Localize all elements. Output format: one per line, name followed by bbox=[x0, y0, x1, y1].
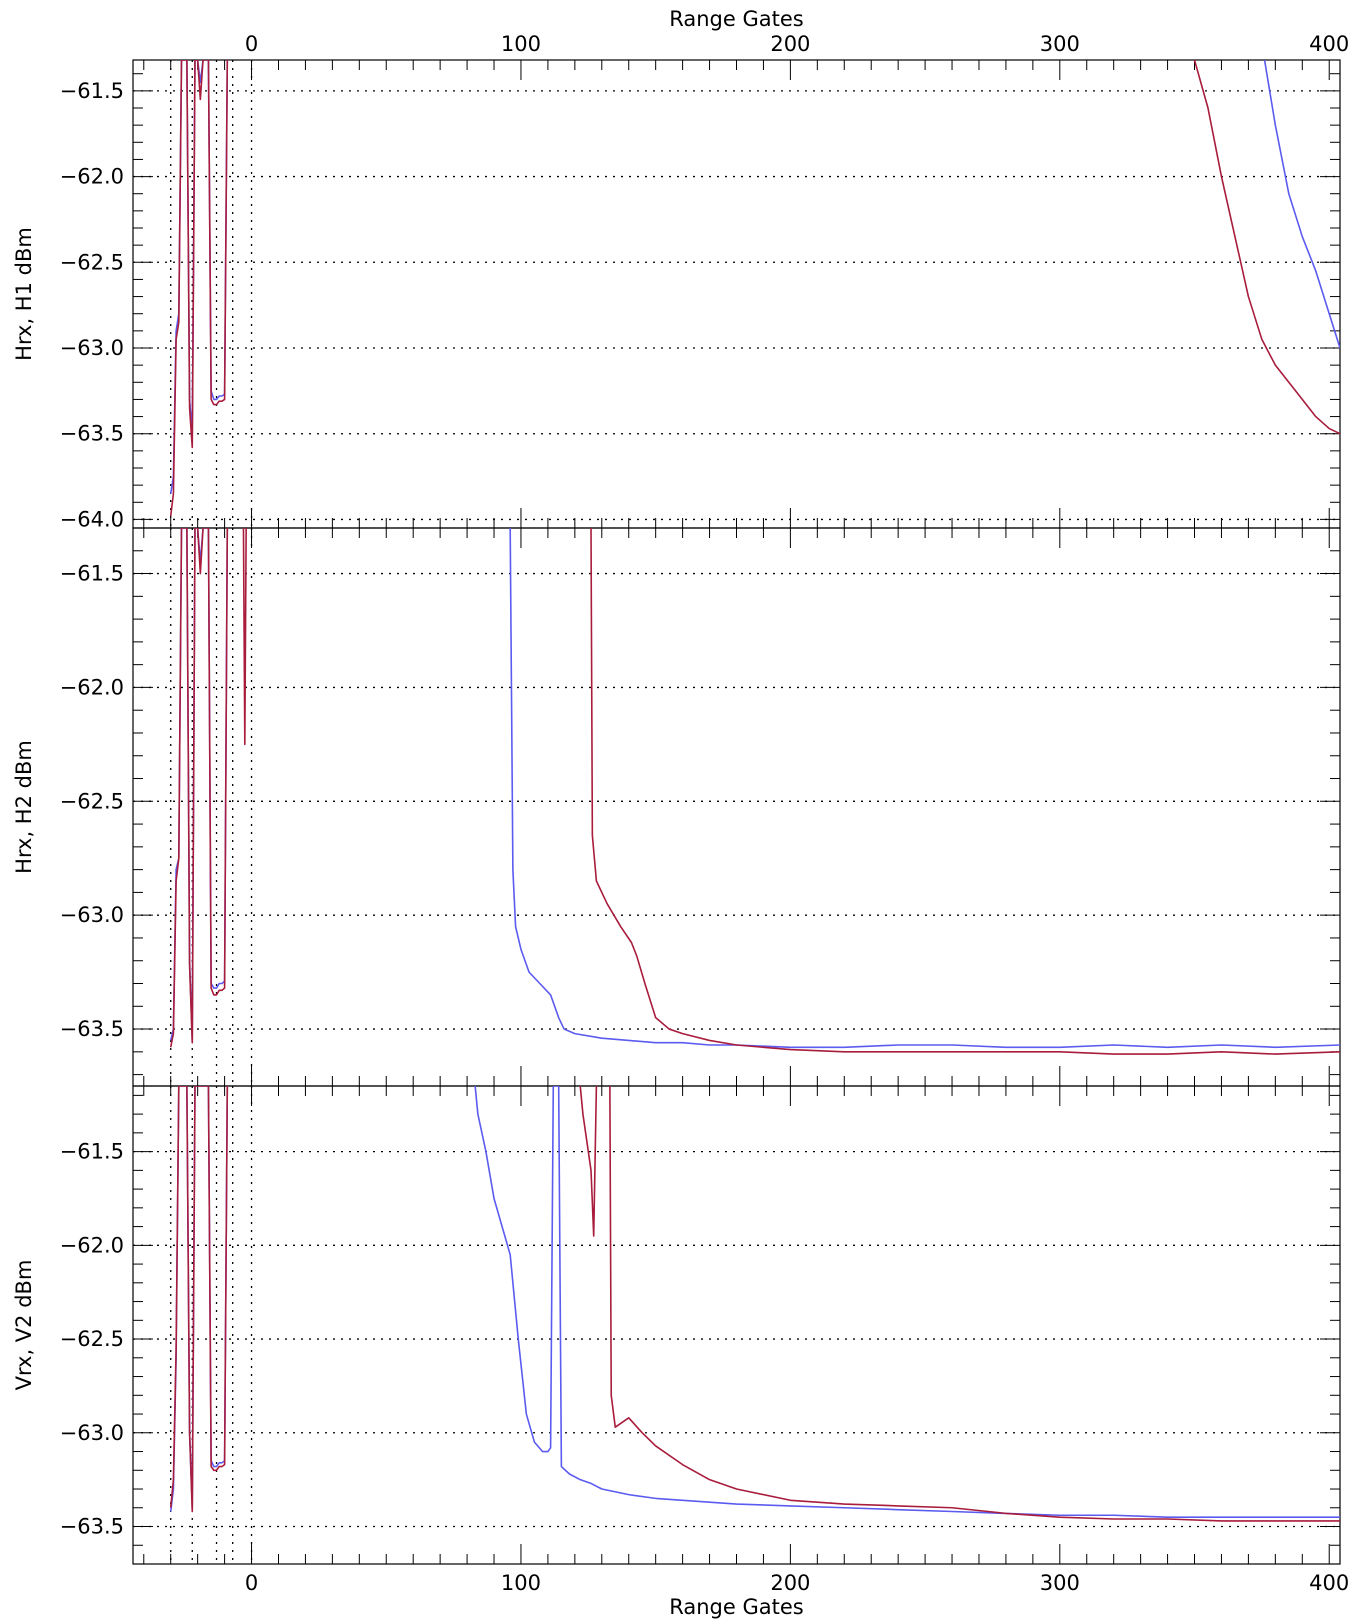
y-tick-label: −61.5 bbox=[60, 562, 124, 586]
series-line-red bbox=[169, 1086, 1340, 1522]
bottom-axis-title: Range Gates bbox=[669, 1595, 803, 1619]
top-x-tick-label: 300 bbox=[1040, 32, 1080, 56]
panel-1: −64.0 −63.5 −63.0 −62.5 −62.0 −61.5 Hrx, H1 dB… bbox=[12, 59, 1341, 531]
top-x-tick-label: 400 bbox=[1309, 32, 1349, 56]
y-tick-label: −63.0 bbox=[60, 903, 124, 927]
y-tick-label: −61.5 bbox=[60, 1140, 124, 1164]
top-x-tick-label: 100 bbox=[501, 32, 541, 56]
bottom-x-tick-label: 100 bbox=[501, 1571, 541, 1595]
y-axis-label: Vrx, V2 dBm bbox=[12, 1260, 36, 1391]
y-tick-label: −62.5 bbox=[60, 789, 124, 813]
panel-2: −63.5 −63.0 −62.5 −62.0 −61.5 Hrx, H2 dBm bbox=[12, 527, 1341, 1087]
plot-panels: −64.0 −63.5 −63.0 −62.5 −62.0 −61.5 Hrx, H1 dB… bbox=[12, 59, 1341, 1565]
top-axis-title: Range Gates bbox=[669, 7, 803, 31]
y-tick-label: −63.5 bbox=[60, 1017, 124, 1041]
bottom-x-tick-label: 200 bbox=[770, 1571, 810, 1595]
y-tick-label: −62.5 bbox=[60, 250, 124, 274]
y-tick-label: −61.5 bbox=[60, 79, 124, 103]
y-axis-label: Hrx, H1 dBm bbox=[12, 227, 36, 361]
top-x-tick-label: 0 bbox=[245, 32, 258, 56]
bottom-x-axis: 0 100 200 300 400 bbox=[245, 1571, 1349, 1595]
y-tick-label: −63.5 bbox=[60, 422, 124, 446]
plot-frame bbox=[132, 1085, 1341, 1565]
top-x-tick-label: 200 bbox=[770, 32, 810, 56]
bottom-x-tick-label: 400 bbox=[1309, 1571, 1349, 1595]
top-x-axis: 0 100 200 300 400 bbox=[245, 32, 1349, 56]
bottom-x-tick-label: 0 bbox=[245, 1571, 258, 1595]
y-tick-label: −63.0 bbox=[60, 336, 124, 360]
panel-3: −63.5 −63.0 −62.5 −62.0 −61.5 Vrx, V2 dBm bbox=[12, 1085, 1341, 1565]
bottom-x-tick-label: 300 bbox=[1040, 1571, 1080, 1595]
y-tick-label: −63.5 bbox=[60, 1515, 124, 1539]
series-line-blue bbox=[169, 1086, 1340, 1518]
y-tick-label: −62.0 bbox=[60, 1233, 124, 1257]
y-tick-label: −62.0 bbox=[60, 165, 124, 189]
y-axis-label: Hrx, H2 dBm bbox=[12, 740, 36, 874]
y-tick-label: −62.0 bbox=[60, 675, 124, 699]
y-tick-label: −63.0 bbox=[60, 1421, 124, 1445]
series-line-red bbox=[169, 60, 1340, 517]
series-line-red bbox=[169, 528, 1340, 1055]
y-tick-label: −62.5 bbox=[60, 1327, 124, 1351]
y-tick-label: −64.0 bbox=[60, 507, 124, 531]
